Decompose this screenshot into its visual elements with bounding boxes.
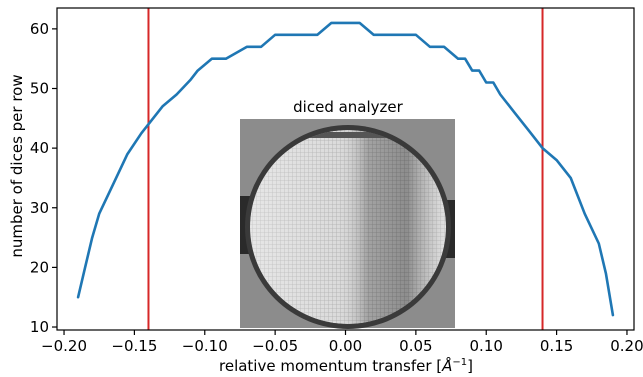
y-tick-label: 60: [30, 20, 49, 38]
wafer-reflection: [250, 130, 446, 324]
y-tick-label: 30: [30, 199, 49, 217]
y-axis-label: number of dices per row: [8, 74, 26, 257]
y-tick-label: 40: [30, 139, 49, 157]
x-tick-label: 0.20: [610, 337, 643, 355]
x-tick-label: −0.10: [182, 337, 228, 355]
x-tick-label: −0.15: [111, 337, 157, 355]
plot-area: diced analyzer: [76, 8, 615, 330]
x-tick-label: 0.00: [329, 337, 362, 355]
x-axis-label: relative momentum transfer [Å−1]: [219, 356, 473, 375]
x-tick-label: −0.20: [41, 337, 87, 355]
inset-image: diced analyzer: [240, 98, 455, 329]
wafer-top-bar: [290, 132, 410, 138]
x-tick-label: 0.15: [540, 337, 573, 355]
x-tick-label: 0.10: [470, 337, 503, 355]
inset-title: diced analyzer: [293, 98, 403, 116]
y-tick-label: 20: [30, 258, 49, 276]
x-tick-label: −0.05: [252, 337, 298, 355]
y-tick-label: 50: [30, 80, 49, 98]
x-tick-label: 0.05: [399, 337, 432, 355]
series-line-0: [76, 21, 615, 317]
y-tick-label: 10: [30, 318, 49, 336]
